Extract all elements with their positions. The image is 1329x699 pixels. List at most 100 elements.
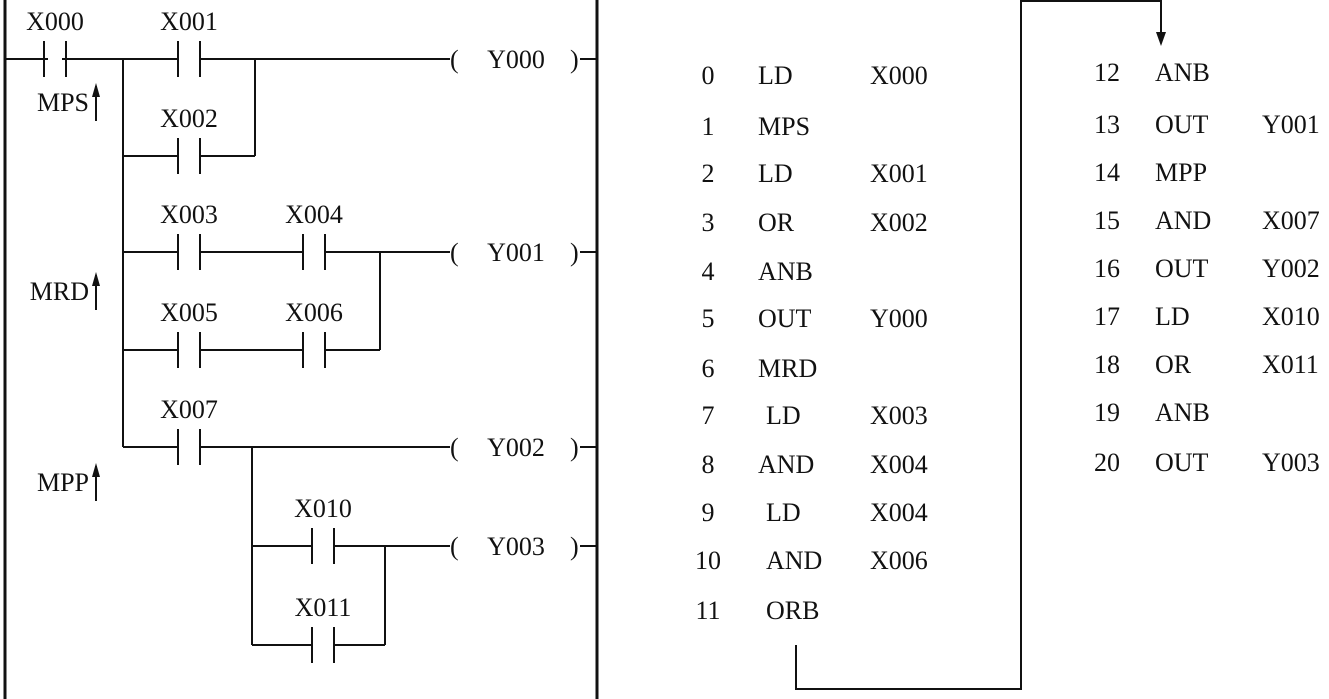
- contact-x004: X004: [285, 200, 343, 270]
- arrow-up-icon: [92, 272, 100, 286]
- coil-open-paren: (: [450, 433, 459, 462]
- contact-label: X001: [160, 7, 218, 36]
- step-number: 12: [1094, 58, 1120, 87]
- contact-x001: X001: [160, 7, 218, 77]
- step-number: 20: [1094, 448, 1120, 477]
- opcode: OUT: [1155, 254, 1209, 283]
- coils: (Y000) (Y001) (Y002) (Y003): [450, 45, 579, 561]
- operand: X002: [870, 208, 928, 237]
- instruction-row: 19 ANB: [1094, 398, 1210, 427]
- instruction-row: 6 MRD: [702, 354, 818, 383]
- operand: Y003: [1262, 448, 1320, 477]
- step-number: 8: [702, 450, 715, 479]
- contact-label: X002: [160, 104, 218, 133]
- contact-label: X005: [160, 298, 218, 327]
- coil-close-paren: ): [570, 45, 579, 74]
- step-number: 11: [695, 596, 720, 625]
- coil-y003: (Y003): [450, 532, 579, 561]
- coil-open-paren: (: [450, 532, 459, 561]
- opcode: OR: [758, 208, 795, 237]
- opcode: ANB: [1155, 58, 1210, 87]
- instruction-row: 10 AND X006: [695, 546, 928, 575]
- contact-x011: X011: [295, 593, 351, 663]
- contact-x005: X005: [160, 298, 218, 368]
- stack-label: MPP: [37, 468, 89, 497]
- wires: [5, 58, 597, 646]
- step-number: 6: [702, 354, 715, 383]
- opcode: OUT: [1155, 448, 1209, 477]
- step-number: 18: [1094, 350, 1120, 379]
- operand: X010: [1262, 302, 1320, 331]
- instruction-row: 11 ORB: [695, 596, 819, 625]
- contact-x000: X000: [26, 7, 84, 77]
- operand: X004: [870, 498, 928, 527]
- instruction-row: 8 AND X004: [702, 450, 928, 479]
- step-number: 15: [1094, 206, 1120, 235]
- instruction-row: 5 OUT Y000: [702, 304, 928, 333]
- opcode: OR: [1155, 350, 1192, 379]
- operand: X001: [870, 159, 928, 188]
- opcode: AND: [758, 450, 814, 479]
- step-number: 17: [1094, 302, 1120, 331]
- opcode: ORB: [766, 596, 819, 625]
- stack-label-mps: MPS: [37, 83, 100, 121]
- operand: X007: [1262, 206, 1320, 235]
- opcode: AND: [1155, 206, 1211, 235]
- instruction-row: 17 LD X010: [1094, 302, 1320, 331]
- opcode: OUT: [758, 304, 812, 333]
- operand: X004: [870, 450, 928, 479]
- step-number: 1: [702, 112, 715, 141]
- instruction-row: 18 OR X011: [1094, 350, 1319, 379]
- instruction-row: 16 OUT Y002: [1094, 254, 1320, 283]
- opcode: OUT: [1155, 110, 1209, 139]
- contact-label: X000: [26, 7, 84, 36]
- opcode: LD: [758, 61, 793, 90]
- contact-x010: X010: [294, 494, 352, 564]
- continuation-connector: [795, 0, 1162, 690]
- stack-label-mrd: MRD: [30, 272, 100, 310]
- contact-x002: X002: [160, 104, 218, 174]
- opcode: LD: [1155, 302, 1190, 331]
- instruction-row: 4 ANB: [702, 257, 813, 286]
- arrow-up-icon: [92, 463, 100, 477]
- instruction-row: 0 LD X000: [702, 61, 928, 90]
- coil-open-paren: (: [450, 238, 459, 267]
- step-number: 10: [695, 546, 721, 575]
- instruction-row: 7 LD X003: [702, 401, 928, 430]
- instruction-row: 12 ANB: [1094, 58, 1210, 87]
- coil-label: Y002: [487, 433, 545, 462]
- step-number: 3: [702, 208, 715, 237]
- opcode: LD: [758, 159, 793, 188]
- coil-y000: (Y000): [450, 45, 579, 74]
- step-number: 2: [702, 159, 715, 188]
- step-number: 7: [702, 401, 715, 430]
- instruction-list: 0 LD X000 1 MPS 2 LD X001 3 OR X002 4 ANB 5 OUT Y000 6 MR…: [695, 0, 1320, 690]
- contact-x006: X006: [285, 298, 343, 368]
- operand: X003: [870, 401, 928, 430]
- operand: X000: [870, 61, 928, 90]
- contact-label: X010: [294, 494, 352, 523]
- coil-label: Y001: [487, 238, 545, 267]
- opcode: AND: [766, 546, 822, 575]
- contact-x007: X007: [160, 395, 218, 465]
- coil-open-paren: (: [450, 45, 459, 74]
- contact-label: X003: [160, 200, 218, 229]
- stack-labels: MPS MRD MPP: [30, 83, 100, 501]
- stack-label-mpp: MPP: [37, 463, 100, 501]
- coil-y002: ( Y002): [450, 433, 579, 462]
- instruction-row: 13 OUT Y001: [1094, 110, 1320, 139]
- ladder-diagram: X000 X001 X002 X003 X004 X005 X006 X007 X010 X011…: [3, 0, 599, 699]
- opcode: MPS: [758, 112, 810, 141]
- coil-close-paren: ): [570, 238, 579, 267]
- stack-label: MRD: [30, 277, 89, 306]
- coil-close-paren: ): [570, 433, 579, 462]
- operand: X011: [1262, 350, 1319, 379]
- arrow-up-icon: [92, 83, 100, 97]
- step-number: 13: [1094, 110, 1120, 139]
- contact-label: X006: [285, 298, 343, 327]
- stack-label: MPS: [37, 88, 89, 117]
- instruction-row: 2 LD X001: [702, 159, 928, 188]
- contacts: X000 X001 X002 X003 X004 X005 X006 X007 X010 X011: [26, 7, 352, 663]
- step-number: 16: [1094, 254, 1120, 283]
